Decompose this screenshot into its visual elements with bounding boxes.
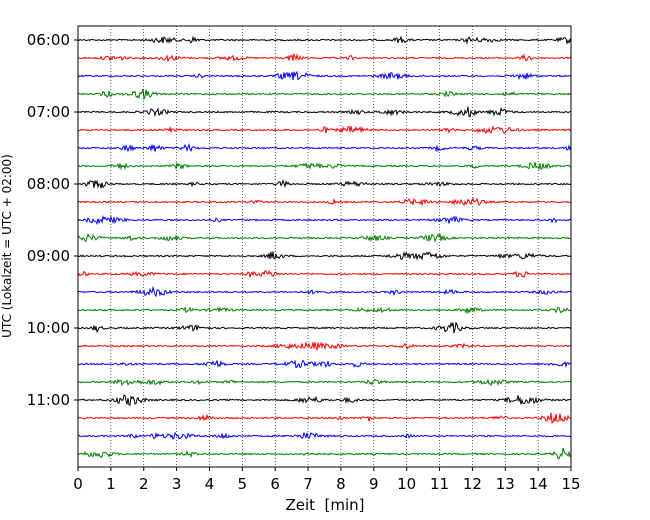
x-tick-label: 6 <box>270 475 280 493</box>
trace-0815 <box>77 197 572 207</box>
y-tick-label: 07:00 <box>27 103 70 121</box>
x-tick-label: 11 <box>430 475 449 493</box>
x-tick-label: 7 <box>303 475 313 493</box>
x-tick-label: 4 <box>205 475 215 493</box>
x-tick-label: 3 <box>172 475 182 493</box>
trace-0730 <box>77 142 572 153</box>
trace-0700 <box>77 106 572 118</box>
trace-0915 <box>77 269 572 279</box>
x-tick-label: 8 <box>336 475 346 493</box>
trace-0945 <box>77 306 572 315</box>
trace-1145 <box>77 447 572 460</box>
y-tick-label: 11:00 <box>27 391 70 409</box>
x-tick-label: 14 <box>529 475 548 493</box>
trace-0715 <box>77 125 572 135</box>
trace-1115 <box>77 412 572 424</box>
trace-0845 <box>77 232 572 243</box>
x-tick-label: 5 <box>238 475 248 493</box>
x-tick-label: 1 <box>106 475 116 493</box>
y-tick-label: 09:00 <box>27 247 70 265</box>
x-tick-label: 13 <box>496 475 515 493</box>
trace-1100 <box>77 394 572 406</box>
y-tick-label: 06:00 <box>27 31 70 49</box>
trace-1000 <box>77 321 572 334</box>
trace-0615 <box>77 52 572 63</box>
plot-frame <box>77 25 572 468</box>
x-tick-label: 15 <box>561 475 580 493</box>
trace-0900 <box>77 250 572 261</box>
y-tick-label: 08:00 <box>27 175 70 193</box>
x-tick-label: 0 <box>73 475 83 493</box>
trace-0800 <box>77 178 572 189</box>
seismic-traces <box>77 35 572 460</box>
x-axis-ticks: 0 1 2 3 4 5 6 7 8 9 10 11 12 13 14 15 <box>73 467 581 493</box>
trace-1030 <box>77 359 572 369</box>
trace-0600 <box>77 35 572 45</box>
y-axis-label: UTC (Lokalzeit = UTC + 02:00) <box>0 154 14 338</box>
x-tick-label: 9 <box>369 475 379 493</box>
trace-0930 <box>77 285 572 298</box>
x-tick-label: 12 <box>463 475 482 493</box>
trace-1015 <box>77 341 572 352</box>
trace-0830 <box>77 215 572 225</box>
x-tick-label: 2 <box>139 475 149 493</box>
trace-1045 <box>77 378 572 387</box>
trace-0630 <box>77 70 572 81</box>
x-axis-label: Zeit [min] <box>285 496 364 514</box>
trace-0645 <box>77 88 572 101</box>
x-tick-label: 10 <box>397 475 416 493</box>
y-tick-label: 10:00 <box>27 319 70 337</box>
trace-1130 <box>77 431 572 440</box>
y-axis-ticks: 06:00 07:00 08:00 09:00 10:00 11:00 <box>27 31 78 409</box>
trace-0745 <box>77 161 572 171</box>
vertical-gridlines <box>110 26 539 467</box>
